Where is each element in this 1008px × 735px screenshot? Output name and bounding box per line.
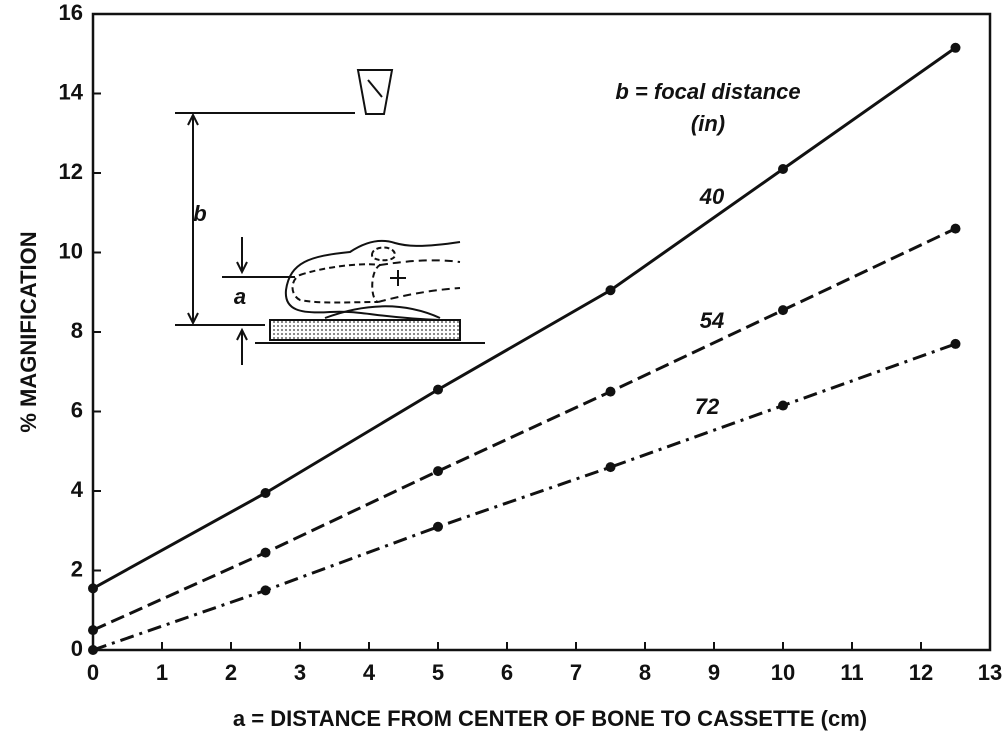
data-point xyxy=(433,385,443,395)
legend-title: b = focal distance xyxy=(615,79,800,104)
legend-unit: (in) xyxy=(691,111,725,136)
chart: % MAGNIFICATION a = DISTANCE FROM CENTER… xyxy=(0,0,1008,735)
data-point xyxy=(951,43,961,53)
series-line xyxy=(93,229,956,630)
series-label: 72 xyxy=(695,394,720,419)
y-tick-label: 10 xyxy=(59,238,83,263)
data-point xyxy=(951,339,961,349)
x-tick-label: 7 xyxy=(570,660,582,685)
x-axis-title: a = DISTANCE FROM CENTER OF BONE TO CASS… xyxy=(233,706,867,731)
x-tick-label: 5 xyxy=(432,660,444,685)
y-tick-label: 0 xyxy=(71,636,83,661)
data-point xyxy=(88,625,98,635)
x-tick-label: 4 xyxy=(363,660,376,685)
data-point xyxy=(778,401,788,411)
y-tick-label: 16 xyxy=(59,0,83,25)
y-tick-label: 6 xyxy=(71,397,83,422)
data-point xyxy=(951,224,961,234)
series-label: 54 xyxy=(700,308,724,333)
data-point xyxy=(778,164,788,174)
data-point xyxy=(606,462,616,472)
data-point xyxy=(88,645,98,655)
x-tick-label: 2 xyxy=(225,660,237,685)
data-point xyxy=(606,285,616,295)
data-point xyxy=(778,305,788,315)
series-line xyxy=(93,344,956,650)
data-point xyxy=(261,488,271,498)
x-tick-label: 6 xyxy=(501,660,513,685)
x-tick-label: 3 xyxy=(294,660,306,685)
x-tick-label: 12 xyxy=(909,660,933,685)
data-point xyxy=(606,387,616,397)
data-point xyxy=(261,585,271,595)
series-line xyxy=(93,48,956,589)
y-tick-label: 2 xyxy=(71,556,83,581)
y-tick-label: 4 xyxy=(71,477,84,502)
y-tick-label: 14 xyxy=(59,79,84,104)
data-point xyxy=(88,583,98,593)
y-tick-label: 12 xyxy=(59,159,83,184)
y-tick-label: 8 xyxy=(71,318,83,343)
annotation: b xyxy=(193,201,206,226)
x-tick-label: 11 xyxy=(840,660,863,685)
y-axis-title: % MAGNIFICATION xyxy=(16,231,41,432)
plot-frame xyxy=(93,14,990,650)
data-point xyxy=(433,522,443,532)
x-tick-label: 8 xyxy=(639,660,651,685)
series-label: 40 xyxy=(699,184,725,209)
x-tick-label: 1 xyxy=(156,660,168,685)
inset-diagram xyxy=(175,70,485,365)
annotation: a xyxy=(234,284,246,309)
x-tick-label: 9 xyxy=(708,660,720,685)
data-point xyxy=(433,466,443,476)
x-tick-label: 0 xyxy=(87,660,99,685)
data-point xyxy=(261,548,271,558)
x-tick-label: 13 xyxy=(978,660,1002,685)
x-tick-label: 10 xyxy=(771,660,795,685)
